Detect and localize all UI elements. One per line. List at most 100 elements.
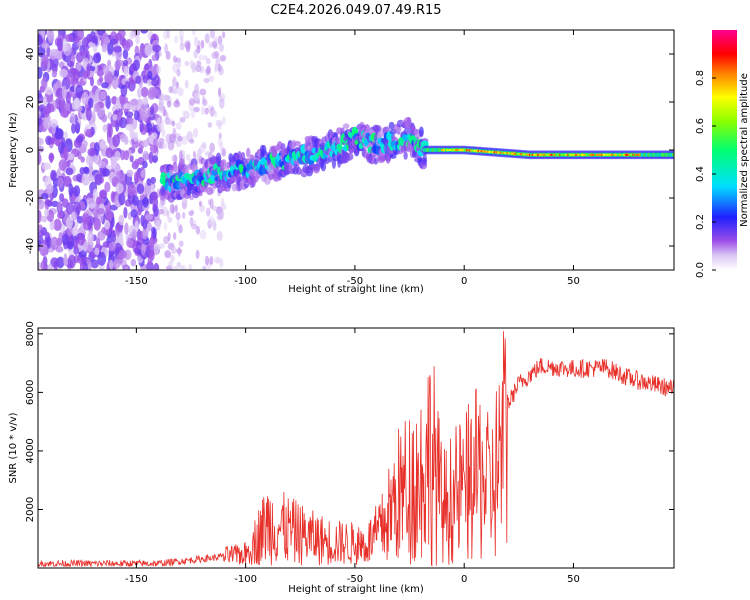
spectrogram-cell xyxy=(152,44,162,53)
spectrogram-cell xyxy=(179,116,186,123)
snr-series-layer xyxy=(38,331,674,568)
spectrogram-cell xyxy=(104,220,111,230)
spectrogram-cell xyxy=(144,63,150,71)
spectrogram-cell xyxy=(176,68,181,77)
spectrogram-xtick-label: -150 xyxy=(125,276,148,287)
spectrogram-cell xyxy=(184,41,191,49)
spectrogram-cell xyxy=(403,127,412,136)
spectrogram-cell xyxy=(92,53,101,64)
spectrogram-cell xyxy=(200,106,206,116)
spectrogram-cell xyxy=(205,207,211,217)
spectrogram-cell xyxy=(148,151,154,164)
spectrogram-cell xyxy=(53,218,62,231)
spectrogram-cell xyxy=(115,97,120,111)
spectrogram-cell xyxy=(142,96,148,105)
spectrogram-cell xyxy=(204,107,209,115)
spectrogram-cell xyxy=(160,93,167,101)
spectrogram-cell xyxy=(195,65,202,73)
spectrogram-cell xyxy=(208,75,215,82)
spectrogram-cell xyxy=(150,105,155,116)
spectrogram-cell xyxy=(164,250,172,259)
spectrogram-cell xyxy=(105,147,113,159)
spectrogram-cell xyxy=(142,228,148,240)
spectrogram-cell xyxy=(198,54,205,61)
spectrogram-cell xyxy=(124,222,129,235)
spectrogram-cell xyxy=(91,94,98,103)
spectrogram-cell xyxy=(122,49,129,60)
spectrogram-cell xyxy=(159,242,166,249)
spectrogram-cell xyxy=(151,79,160,87)
spectrogram-cell xyxy=(189,216,194,227)
spectrogram-cell xyxy=(129,155,134,163)
spectrogram-cell xyxy=(74,240,79,250)
spectrogram-cell xyxy=(403,151,408,160)
spectrogram-cell xyxy=(62,38,68,53)
spectrogram-cell xyxy=(179,265,185,270)
spectrogram-cell xyxy=(122,59,129,67)
spectrogram-cell xyxy=(178,224,183,234)
spectrogram-cell xyxy=(158,208,165,215)
spectrogram-cell xyxy=(151,132,158,139)
spectrogram-cell xyxy=(131,139,140,149)
spectrogram-cell xyxy=(51,122,56,135)
spectrogram-cell xyxy=(200,39,205,49)
spectrogram-cell xyxy=(191,223,198,230)
snr-series-line xyxy=(38,331,674,568)
snr-ytick-label: 6000 xyxy=(25,380,36,405)
spectrogram-cell xyxy=(192,127,199,138)
spectrogram-cell xyxy=(166,100,172,108)
spectrogram-cell xyxy=(108,123,113,138)
spectrogram-cell xyxy=(390,153,397,159)
spectrogram-cell xyxy=(209,30,216,39)
spectrogram-cell xyxy=(74,97,81,110)
spectrogram-cell xyxy=(118,249,127,259)
spectrogram-cell xyxy=(140,86,149,98)
spectrogram-cell xyxy=(123,265,129,270)
spectrogram-cell xyxy=(219,54,227,62)
spectrogram-cell xyxy=(81,92,89,106)
spectrogram-ytick-label: 20 xyxy=(25,96,36,109)
spectrogram-cell xyxy=(118,232,124,245)
spectrogram-cell xyxy=(175,122,182,130)
spectrogram-x-ticks: -150 -100 -50 0 50 xyxy=(125,30,580,287)
spectrogram-cell xyxy=(137,207,142,216)
spectrogram-cell xyxy=(85,106,92,121)
spectrogram-ytick-label: 0 xyxy=(25,147,36,153)
spectrogram-cell xyxy=(171,247,176,254)
spectrogram-cell xyxy=(57,37,63,51)
spectrogram-cell xyxy=(141,139,150,148)
spectrogram-cell xyxy=(65,202,74,215)
spectrogram-cell xyxy=(185,154,191,161)
spectrogram-cell xyxy=(345,152,354,161)
spectrogram-cell xyxy=(184,60,190,67)
spectrogram-ytick-label: 40 xyxy=(25,48,36,61)
spectrogram-cell xyxy=(65,216,74,229)
snr-xtick-label: -100 xyxy=(234,574,257,585)
spectrogram-cell xyxy=(220,197,225,207)
spectrogram-cell xyxy=(90,259,99,269)
spectrogram-signal-layer xyxy=(158,116,674,203)
spectrogram-cell xyxy=(216,230,223,241)
spectrogram-cell xyxy=(126,237,134,248)
spectrogram-cell xyxy=(293,140,301,147)
colorbar-ticks: 0.0 0.2 0.4 0.6 0.8 xyxy=(695,70,716,278)
spectrogram-cell xyxy=(175,212,181,221)
spectrogram-cell xyxy=(96,207,105,215)
spectrogram-cell xyxy=(196,45,201,54)
spectrogram-cell xyxy=(43,119,52,130)
spectrogram-cell xyxy=(114,59,121,71)
spectrogram-cell xyxy=(209,198,214,210)
spectrogram-cell xyxy=(106,211,113,222)
spectrogram-cell xyxy=(217,35,223,45)
spectrogram-cell xyxy=(59,108,69,118)
spectrogram-cell xyxy=(104,181,111,193)
spectrogram-cell xyxy=(125,123,134,131)
spectrogram-cell xyxy=(215,152,222,163)
spectrogram-cell xyxy=(85,128,93,138)
spectrogram-cell xyxy=(82,70,88,79)
spectrogram-cell xyxy=(166,30,171,40)
spectrogram-cell xyxy=(118,116,128,129)
spectrogram-cell xyxy=(251,175,259,183)
spectrogram-y-ticks: -40 -20 0 20 40 xyxy=(25,48,674,254)
spectrogram-cell xyxy=(218,132,222,139)
